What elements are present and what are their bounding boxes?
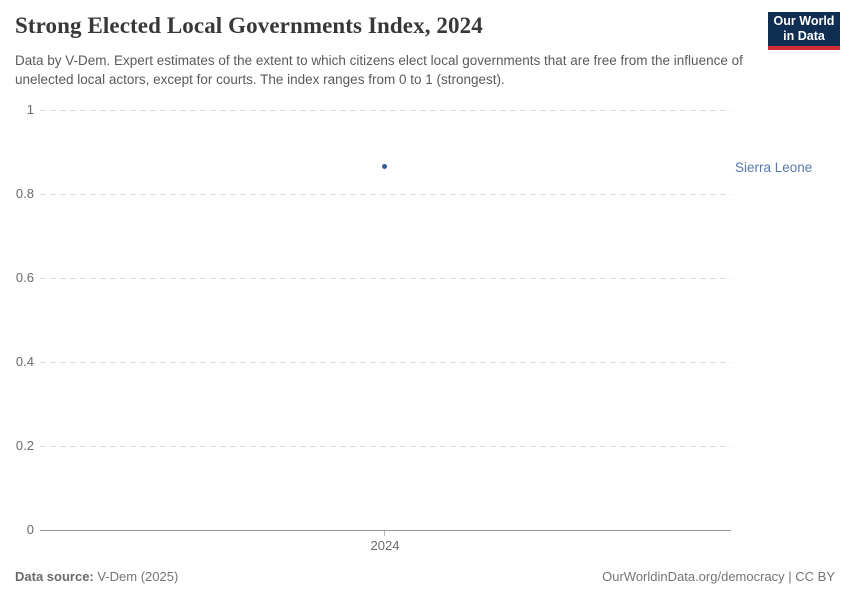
y-tick-label-0: 0 xyxy=(26,522,34,537)
chart-subtitle: Data by V-Dem. Expert estimates of the e… xyxy=(15,53,743,87)
gridline-1 xyxy=(40,110,731,111)
owid-logo[interactable]: Our World in Data xyxy=(768,12,840,50)
gridline-0-4 xyxy=(40,362,731,363)
footer-credit-link[interactable]: OurWorldinData.org/democracy | CC BY xyxy=(602,569,835,584)
owid-logo-line1: Our World xyxy=(773,14,835,28)
x-axis-line xyxy=(40,530,731,531)
data-source-label: Data source: xyxy=(15,569,94,584)
owid-logo-red-bar xyxy=(768,46,840,50)
y-tick-label-0-6: 0.6 xyxy=(15,270,34,285)
owid-logo-box: Our World in Data xyxy=(768,12,840,46)
owid-logo-line2: in Data xyxy=(783,29,825,43)
gridline-0-6 xyxy=(40,278,731,279)
data-source-value: V-Dem (2025) xyxy=(93,569,179,584)
y-tick-label-0-8: 0.8 xyxy=(15,186,34,201)
gridline-0-8 xyxy=(40,194,731,195)
y-tick-label-1: 1 xyxy=(26,102,34,117)
y-tick-label-0-2: 0.2 xyxy=(15,438,34,453)
data-point-sierra-leone[interactable] xyxy=(382,164,387,169)
chart-title: Strong Elected Local Governments Index, … xyxy=(15,13,483,38)
x-axis-tick-2024 xyxy=(384,531,385,536)
entity-label-sierra-leone[interactable]: Sierra Leone xyxy=(735,160,813,175)
y-tick-label-0-4: 0.4 xyxy=(15,354,34,369)
footer-data-source: Data source: V-Dem (2025) xyxy=(15,569,178,584)
x-tick-label-2024: 2024 xyxy=(370,538,400,553)
gridline-0-2 xyxy=(40,446,731,447)
